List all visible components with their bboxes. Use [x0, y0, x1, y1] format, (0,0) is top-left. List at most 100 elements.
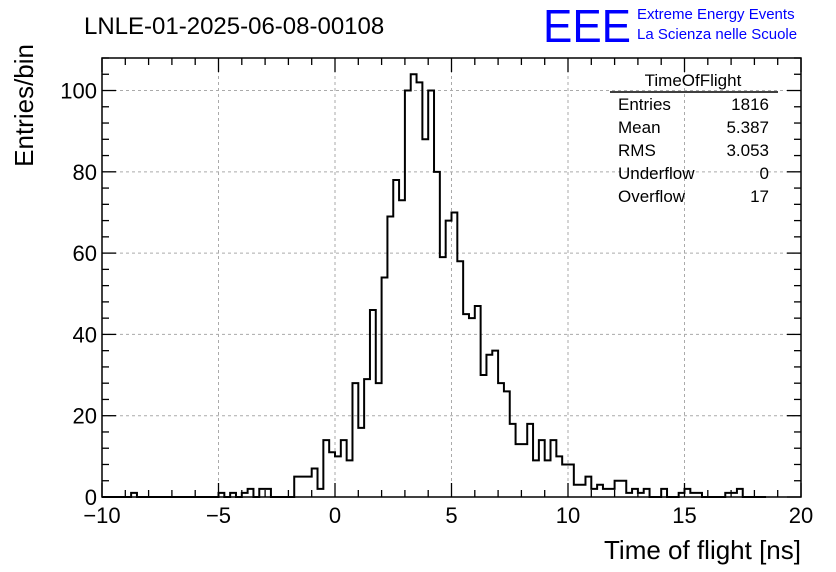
histogram-bin: [737, 489, 743, 497]
histogram-bin: [609, 489, 615, 497]
histogram-bin: [580, 485, 586, 497]
x-tick-label: 10: [556, 503, 580, 528]
histogram-bin: [457, 261, 463, 497]
x-tick-label: 0: [329, 503, 341, 528]
logo-line-1: Extreme Energy Events: [637, 6, 795, 23]
histogram-bin: [585, 477, 591, 497]
histogram-bin: [370, 310, 376, 497]
histogram-bin: [510, 424, 516, 497]
x-tick-label: −10: [83, 503, 120, 528]
histogram-bin: [545, 460, 551, 497]
y-tick-label: 60: [73, 241, 97, 266]
y-tick-label: 40: [73, 322, 97, 347]
histogram-bin: [422, 139, 428, 497]
stats-box: TimeOfFlight Entries 1816 Mean 5.387 RMS 3.05…: [610, 71, 778, 206]
histogram-bin: [306, 477, 312, 497]
stats-row-value: 5.387: [726, 118, 769, 137]
stats-row-value: 17: [750, 187, 769, 206]
histogram-bin: [568, 464, 574, 497]
histogram-bin: [463, 314, 469, 497]
x-tick-label: 20: [789, 503, 813, 528]
histogram-bin: [516, 444, 522, 497]
logo-line-2: La Scienza nelle Scuole: [637, 26, 797, 43]
eee-logo: EEE Extreme Energy Events La Scienza nel…: [543, 0, 797, 52]
histogram-bin: [452, 212, 458, 497]
histogram-bin: [486, 355, 492, 497]
histogram-bin: [393, 180, 399, 497]
histogram-outline: [102, 73, 767, 498]
histogram-bin: [387, 217, 393, 497]
histogram-bin: [405, 91, 411, 497]
histogram-bin: [556, 456, 562, 497]
grid-lines: [102, 58, 801, 497]
stats-row-label: RMS: [618, 141, 656, 160]
histogram-bin: [481, 375, 487, 497]
histogram-bin: [312, 469, 318, 497]
histogram-bin: [382, 278, 388, 498]
x-axis-label: Time of flight [ns]: [604, 535, 801, 565]
y-tick-label: 20: [73, 404, 97, 429]
histogram-bin: [417, 82, 423, 497]
histogram-bin: [428, 91, 434, 497]
histogram-bin: [539, 440, 545, 497]
y-tick-label: 0: [85, 485, 97, 510]
chart-title: LNLE-01-2025-06-08-00108: [84, 13, 384, 40]
histogram-bin: [259, 489, 265, 497]
y-axis-label: Entries/bin: [9, 44, 39, 167]
tick-labels: −10 −5 0 5 10 15 20 0 20 40 60 80 100: [60, 79, 813, 528]
histogram-bin: [498, 383, 504, 497]
histogram-bin: [352, 383, 358, 497]
histogram-bin: [376, 383, 382, 497]
stats-row-value: 1816: [731, 95, 769, 114]
histogram-bin: [615, 481, 621, 497]
x-tick-label: 15: [672, 503, 696, 528]
histogram-bin: [347, 460, 353, 497]
histogram-bin: [521, 444, 527, 497]
histogram-bin: [446, 221, 452, 497]
histogram-bins: [131, 74, 743, 497]
y-tick-label: 80: [73, 160, 97, 185]
histogram-bin: [504, 391, 510, 497]
histogram-bin: [620, 481, 626, 497]
histogram-bin: [644, 489, 650, 497]
histogram-bin: [335, 456, 341, 497]
histogram-bin: [318, 489, 324, 497]
histogram-bin: [434, 172, 440, 497]
stats-row-label: Mean: [618, 118, 661, 137]
stats-box-title: TimeOfFlight: [645, 71, 742, 90]
stats-row-label: Overflow: [618, 187, 686, 206]
histogram-bin: [533, 460, 539, 497]
histogram-bin: [248, 489, 254, 497]
histogram-bin: [300, 477, 306, 497]
stats-row-value: 3.053: [726, 141, 769, 160]
eee-logo-text: EEE: [543, 0, 631, 52]
histogram-bin: [597, 485, 603, 497]
histogram-bin: [551, 440, 557, 497]
axis-ticks: [101, 57, 802, 498]
histogram-bin: [591, 489, 597, 497]
histogram-bin: [661, 489, 667, 497]
histogram-bin: [574, 485, 580, 497]
histogram-bin: [562, 464, 568, 497]
x-tick-label: 5: [445, 503, 457, 528]
histogram-bin: [469, 318, 475, 497]
histogram-bin: [603, 489, 609, 497]
stats-row-value: 0: [760, 164, 769, 183]
histogram-bin: [685, 489, 691, 497]
histogram-bin: [265, 489, 271, 497]
histogram-bin: [329, 452, 335, 497]
stats-row-label: Underflow: [618, 164, 695, 183]
histogram-bin: [341, 440, 347, 497]
histogram-bin: [475, 306, 481, 497]
histogram-bin: [632, 489, 638, 497]
histogram-bin: [492, 351, 498, 497]
histogram-bin: [294, 477, 300, 497]
histogram-bin: [358, 428, 364, 497]
histogram-bin: [399, 200, 405, 497]
y-tick-label: 100: [60, 79, 97, 104]
histogram-bin: [527, 424, 533, 497]
stats-row-label: Entries: [618, 95, 671, 114]
histogram-bin: [364, 379, 370, 497]
x-tick-label: −5: [206, 503, 231, 528]
